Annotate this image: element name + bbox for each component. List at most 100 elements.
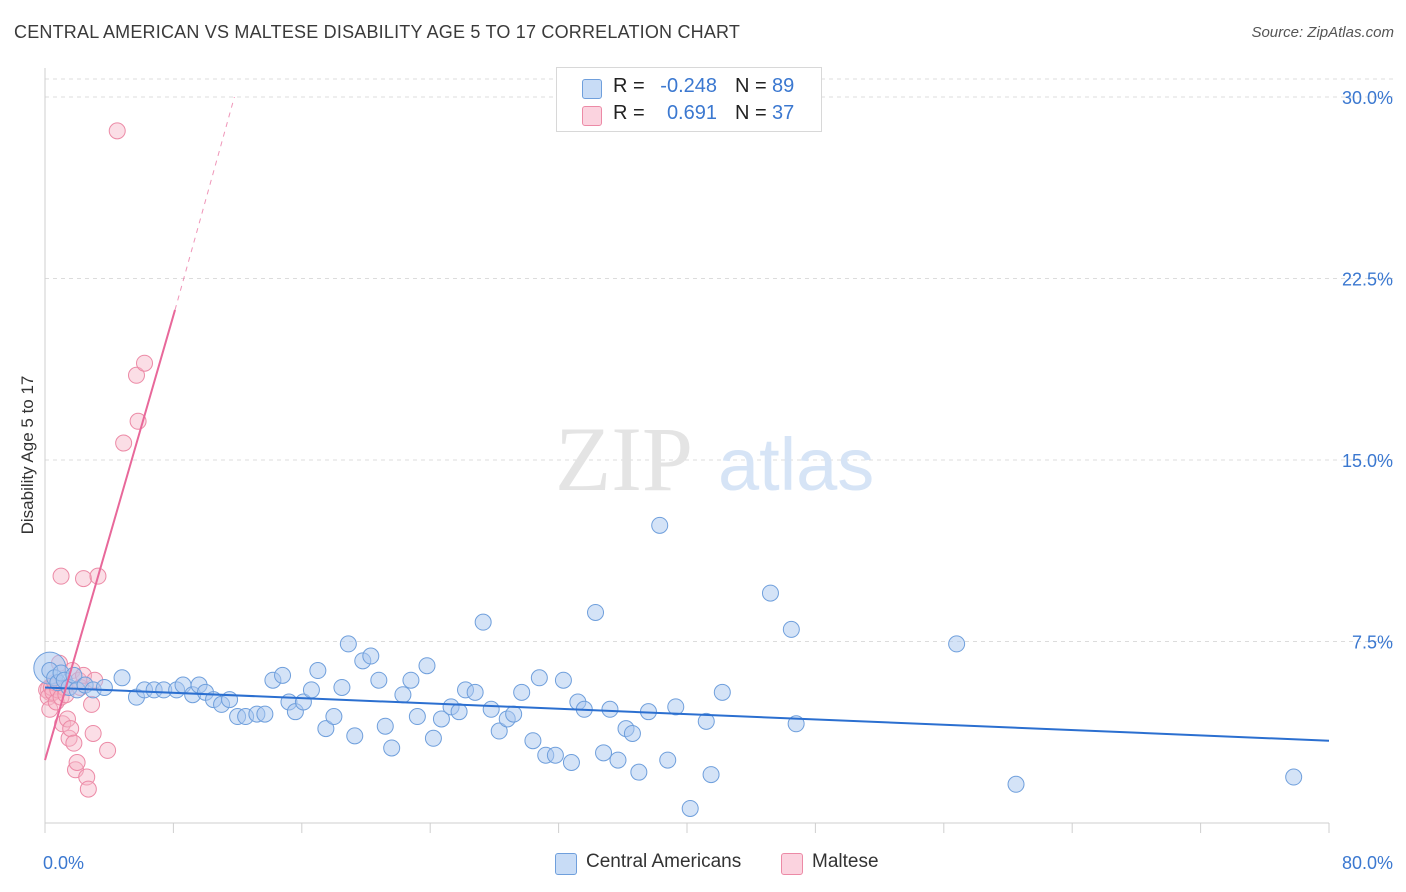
data-point: [362, 647, 380, 665]
data-point: [524, 732, 542, 750]
data-point: [609, 751, 627, 769]
chart-title: CENTRAL AMERICAN VS MALTESE DISABILITY A…: [14, 22, 741, 42]
watermark: ZIP atlas: [555, 408, 874, 510]
legend-n-value: 89: [772, 75, 795, 97]
data-point: [424, 729, 442, 747]
data-point: [659, 751, 677, 769]
maltese-points: [38, 122, 154, 798]
correlation-legend: R = -0.248 N = 89 R = 0.691 N = 37: [556, 67, 822, 132]
data-point: [546, 746, 564, 764]
y-tick-label: 7.5%: [1352, 633, 1393, 653]
data-point: [948, 635, 966, 653]
data-point: [325, 708, 343, 726]
data-point: [52, 567, 70, 585]
data-point: [651, 516, 669, 534]
data-point: [630, 763, 648, 781]
watermark-atlas: atlas: [718, 423, 874, 506]
data-point: [697, 712, 715, 730]
tick-labels: 7.5% 15.0% 22.5% 30.0% 0.0% 80.0%: [43, 88, 1393, 873]
data-point: [95, 678, 113, 696]
legend-r-label: R =: [613, 102, 645, 124]
trend-lines: [44, 96, 1330, 761]
legend-row-maltese: R = 0.691 N = 37: [557, 102, 821, 130]
data-point: [562, 754, 580, 771]
data-point: [713, 683, 731, 701]
legend-swatch-blue: [582, 79, 602, 99]
data-point: [418, 657, 436, 675]
legend-n-label: N =: [735, 75, 767, 97]
data-point: [99, 741, 117, 759]
data-point: [482, 700, 500, 718]
y-axis-label: Disability Age 5 to 17: [18, 376, 37, 535]
data-point: [450, 703, 468, 721]
data-point: [432, 710, 450, 728]
data-point: [601, 700, 619, 718]
data-point: [530, 669, 548, 687]
data-point: [62, 720, 80, 738]
data-point: [274, 666, 292, 684]
data-point: [84, 724, 102, 742]
data-point: [408, 708, 426, 726]
legend-n-value: 37: [772, 102, 795, 124]
data-point: [681, 799, 699, 817]
data-point: [317, 720, 335, 738]
data-point: [623, 724, 641, 742]
data-point: [587, 603, 605, 621]
gridlines: [45, 78, 1393, 642]
data-point: [309, 662, 327, 680]
data-point: [83, 695, 101, 713]
data-point: [782, 620, 800, 638]
data-point: [667, 698, 685, 716]
legend-r-value: -0.248: [660, 75, 717, 97]
data-point: [474, 613, 492, 631]
legend-r-value: 0.691: [666, 102, 717, 124]
trend-line-central-americans: [44, 686, 1330, 742]
data-point: [68, 754, 86, 771]
data-point: [370, 671, 388, 689]
data-point: [376, 717, 394, 735]
data-point: [513, 683, 531, 701]
y-tick-label: 22.5%: [1342, 270, 1393, 290]
legend-swatch-blue: [555, 853, 577, 875]
data-point: [41, 700, 59, 718]
data-point: [339, 635, 357, 653]
data-point: [595, 744, 613, 762]
data-point: [136, 354, 154, 372]
data-point: [127, 366, 145, 384]
legend-label: Maltese: [812, 851, 879, 872]
data-point: [490, 722, 508, 740]
data-point: [79, 780, 97, 798]
x-tick-label: 0.0%: [43, 853, 84, 873]
data-point: [302, 681, 320, 699]
data-point: [115, 434, 133, 452]
data-point: [466, 683, 484, 701]
data-point: [394, 686, 412, 704]
data-point: [58, 710, 76, 728]
y-tick-label: 30.0%: [1342, 88, 1393, 108]
legend-swatch-pink: [582, 106, 602, 126]
data-point: [402, 671, 420, 689]
legend-n-label: N =: [735, 102, 767, 124]
data-point: [256, 705, 274, 723]
legend-swatch-pink: [781, 853, 803, 875]
data-point: [383, 739, 401, 757]
data-point: [702, 766, 720, 784]
legend-row-central-americans: R = -0.248 N = 89: [557, 75, 821, 103]
data-point: [333, 678, 351, 696]
central-americans-points: [33, 516, 1303, 817]
data-point: [113, 669, 131, 687]
trend-line-maltese-extension: [174, 96, 235, 311]
data-point: [346, 727, 364, 745]
data-point: [108, 122, 126, 140]
data-point: [1285, 768, 1303, 786]
legend-r-label: R =: [613, 75, 645, 97]
data-point: [761, 584, 779, 602]
data-point: [1007, 775, 1025, 793]
data-point: [75, 570, 93, 588]
watermark-zip: ZIP: [555, 408, 693, 510]
source-label: Source: ZipAtlas.com: [1251, 24, 1394, 41]
data-point: [505, 705, 523, 723]
legend-label: Central Americans: [586, 851, 742, 872]
data-point: [65, 734, 83, 752]
